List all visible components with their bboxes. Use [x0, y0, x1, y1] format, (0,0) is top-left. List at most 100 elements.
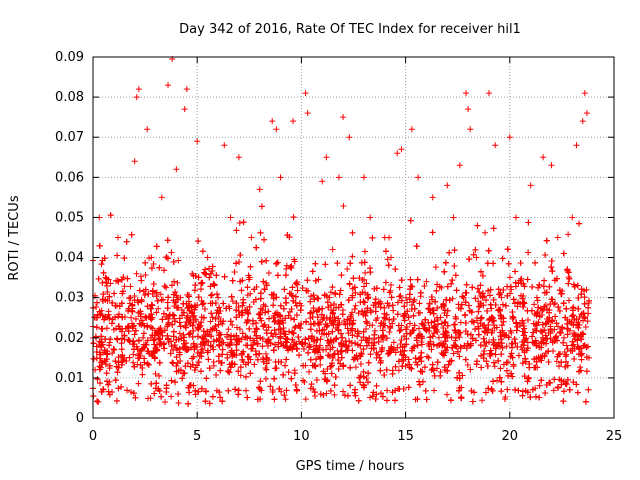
data-point-dense [362, 312, 369, 319]
data-point-dense [168, 282, 175, 289]
data-point-dense [507, 327, 514, 334]
data-point-dense [293, 386, 300, 393]
data-point-dense [352, 327, 359, 334]
data-point-dense [534, 297, 541, 304]
data-point-dense [429, 361, 436, 368]
data-point-dense [256, 311, 263, 318]
data-point-dense [360, 283, 367, 290]
data-point-dense [578, 336, 584, 343]
data-point-dense [418, 320, 425, 327]
data-point-dense [314, 314, 321, 321]
data-point-dense [209, 393, 216, 400]
data-point-dense [280, 328, 287, 335]
data-point-dense [280, 342, 287, 349]
data-point-dense [462, 311, 469, 318]
data-point-dense [238, 309, 245, 316]
data-point-dense [562, 314, 569, 321]
data-point-dense [227, 364, 234, 371]
data-point-dense [328, 370, 335, 377]
data-point-dense [253, 320, 260, 327]
data-point-dense [404, 299, 411, 306]
data-point-dense [470, 319, 477, 326]
data-point-dense [107, 280, 114, 287]
data-point-dense [462, 299, 469, 306]
data-point-dense [295, 333, 302, 340]
data-point-dense [184, 346, 191, 353]
data-point-dense [253, 332, 260, 339]
data-point-dense [315, 295, 322, 302]
data-point-dense [233, 307, 240, 314]
data-point-dense [494, 377, 501, 384]
data-point-dense [130, 359, 137, 366]
data-point-dense [530, 320, 537, 327]
data-point-dense [350, 275, 357, 282]
data-point-dense [406, 320, 413, 327]
data-point-dense [418, 349, 425, 356]
data-point-dense [550, 387, 557, 394]
data-point-dense [228, 293, 235, 300]
data-point-dense [525, 219, 532, 226]
data-point-dense [253, 244, 260, 251]
data-point-dense [287, 315, 294, 322]
data-point-dense [384, 387, 391, 394]
data-point-dense [478, 352, 485, 359]
data-point-dense [291, 316, 298, 323]
data-point-dense [155, 372, 162, 379]
data-point-dense [360, 381, 367, 388]
data-point-dense [433, 365, 440, 372]
data-point-dense [164, 305, 171, 312]
data-point-dense [388, 294, 395, 301]
data-point-dense [580, 310, 587, 317]
data-point-dense [363, 318, 370, 325]
data-point-dense [428, 367, 435, 374]
data-point-dense [502, 302, 509, 309]
data-point-dense [439, 341, 446, 348]
data-point-dense [180, 331, 187, 338]
data-point-dense [106, 342, 113, 349]
data-point-dense [535, 304, 542, 311]
data-point-dense [144, 303, 151, 310]
data-point-dense [217, 335, 224, 342]
data-point-dense [260, 278, 267, 285]
data-point-dense [329, 328, 336, 335]
data-point-dense [565, 269, 572, 276]
data-point-dense [569, 338, 576, 345]
data-point-dense [498, 378, 505, 385]
data-point-dense [497, 329, 504, 336]
data-point-dense [317, 319, 324, 326]
data-point-dense [416, 381, 423, 388]
data-point-dense [523, 335, 530, 342]
data-point-dense [163, 314, 170, 321]
data-point-dense [575, 305, 582, 312]
data-point-dense [240, 219, 247, 226]
data-point-dense [467, 366, 474, 373]
data-point-dense [131, 331, 138, 338]
data-point-dense [384, 350, 391, 357]
data-point-dense [305, 288, 312, 295]
data-point-dense [432, 264, 439, 271]
data-point-dense [492, 345, 499, 352]
data-point-dense [583, 368, 590, 375]
data-point-dense [212, 315, 219, 322]
data-point-dense [428, 346, 435, 353]
data-point-dense [163, 284, 170, 291]
data-point-dense [397, 292, 404, 299]
data-point-dense [243, 319, 250, 326]
data-point-dense [283, 299, 290, 306]
data-point-dense [483, 358, 490, 365]
data-point-dense [290, 214, 297, 221]
data-point-dense [368, 345, 375, 352]
data-point-dense [478, 364, 485, 371]
data-point-dense [280, 305, 287, 312]
data-point-dense [171, 342, 178, 349]
data-point-dense [168, 393, 175, 400]
data-point-dense [104, 314, 111, 321]
data-point-dense [389, 389, 396, 396]
data-point-dense [104, 289, 111, 296]
data-point-dense [479, 272, 486, 279]
data-point-dense [263, 360, 270, 367]
data-point-dense [532, 337, 539, 344]
data-point-dense [213, 336, 220, 343]
data-point-dense [397, 348, 404, 355]
